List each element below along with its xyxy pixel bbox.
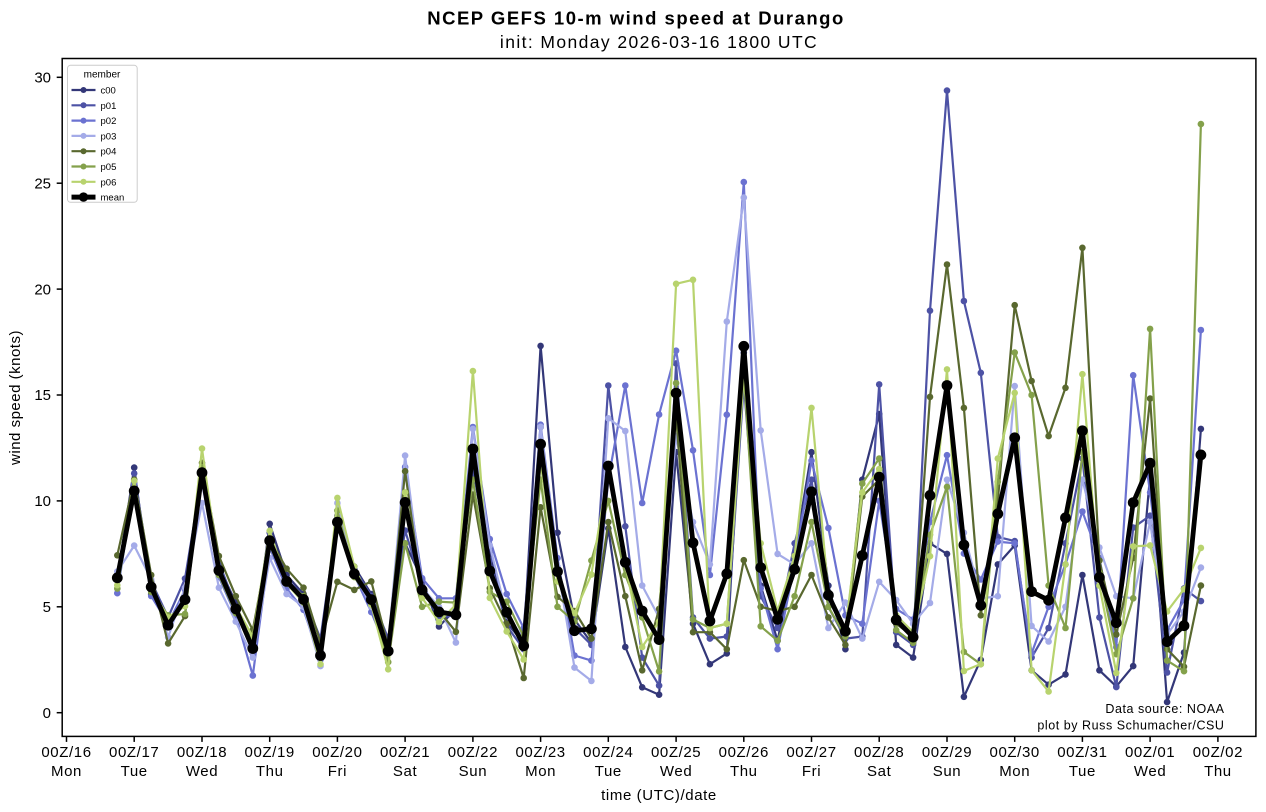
- svg-text:Sun: Sun: [933, 763, 962, 780]
- svg-text:p06: p06: [101, 177, 117, 188]
- svg-text:Wed: Wed: [186, 763, 218, 780]
- svg-text:p03: p03: [101, 131, 117, 142]
- svg-text:Mon: Mon: [525, 763, 556, 780]
- svg-text:Tue: Tue: [1069, 763, 1096, 780]
- svg-text:00Z/21: 00Z/21: [380, 744, 430, 761]
- svg-text:00Z/16: 00Z/16: [41, 744, 91, 761]
- svg-text:c00: c00: [101, 86, 116, 97]
- svg-text:Sat: Sat: [867, 763, 892, 780]
- svg-text:Data source: NOAA: Data source: NOAA: [1105, 702, 1224, 716]
- svg-text:00Z/27: 00Z/27: [786, 744, 836, 761]
- svg-text:p04: p04: [101, 147, 117, 158]
- svg-text:00Z/29: 00Z/29: [922, 744, 972, 761]
- svg-text:00Z/02: 00Z/02: [1193, 744, 1243, 761]
- svg-text:00Z/18: 00Z/18: [177, 744, 227, 761]
- svg-text:Wed: Wed: [1134, 763, 1166, 780]
- svg-text:Mon: Mon: [999, 763, 1030, 780]
- svg-text:time (UTC)/date: time (UTC)/date: [601, 787, 717, 804]
- svg-text:Sat: Sat: [393, 763, 418, 780]
- svg-text:30: 30: [34, 70, 51, 87]
- svg-text:00Z/28: 00Z/28: [854, 744, 904, 761]
- svg-text:Thu: Thu: [256, 763, 284, 780]
- svg-text:00Z/24: 00Z/24: [583, 744, 633, 761]
- svg-text:00Z/20: 00Z/20: [312, 744, 362, 761]
- svg-text:Fri: Fri: [328, 763, 347, 780]
- svg-text:00Z/19: 00Z/19: [245, 744, 295, 761]
- svg-text:member: member: [84, 70, 121, 81]
- svg-text:20: 20: [34, 281, 51, 298]
- svg-text:p01: p01: [101, 101, 117, 112]
- svg-text:init: Monday 2026-03-16 1800 U: init: Monday 2026-03-16 1800 UTC: [500, 32, 818, 52]
- svg-text:Sun: Sun: [459, 763, 488, 780]
- svg-text:10: 10: [34, 493, 51, 510]
- svg-text:Tue: Tue: [595, 763, 622, 780]
- svg-text:p05: p05: [101, 162, 117, 173]
- svg-text:0: 0: [43, 705, 51, 722]
- svg-text:Thu: Thu: [730, 763, 758, 780]
- svg-text:Tue: Tue: [121, 763, 148, 780]
- svg-text:Mon: Mon: [51, 763, 82, 780]
- svg-text:25: 25: [34, 175, 51, 192]
- svg-text:00Z/31: 00Z/31: [1057, 744, 1107, 761]
- svg-text:00Z/22: 00Z/22: [448, 744, 498, 761]
- svg-text:00Z/23: 00Z/23: [515, 744, 565, 761]
- svg-text:00Z/17: 00Z/17: [109, 744, 159, 761]
- svg-text:15: 15: [34, 387, 51, 404]
- svg-text:Fri: Fri: [802, 763, 821, 780]
- svg-text:00Z/30: 00Z/30: [990, 744, 1040, 761]
- svg-text:NCEP GEFS 10-m wind speed at D: NCEP GEFS 10-m wind speed at Durango: [427, 8, 845, 29]
- svg-text:00Z/25: 00Z/25: [651, 744, 701, 761]
- svg-text:00Z/01: 00Z/01: [1125, 744, 1175, 761]
- svg-text:Thu: Thu: [1204, 763, 1232, 780]
- svg-text:p02: p02: [101, 116, 117, 127]
- svg-text:5: 5: [43, 599, 51, 616]
- svg-text:00Z/26: 00Z/26: [719, 744, 769, 761]
- svg-text:Wed: Wed: [660, 763, 692, 780]
- svg-text:mean: mean: [101, 193, 125, 204]
- svg-text:wind speed (knots): wind speed (knots): [7, 330, 24, 466]
- svg-text:plot by Russ Schumacher/CSU: plot by Russ Schumacher/CSU: [1037, 719, 1224, 733]
